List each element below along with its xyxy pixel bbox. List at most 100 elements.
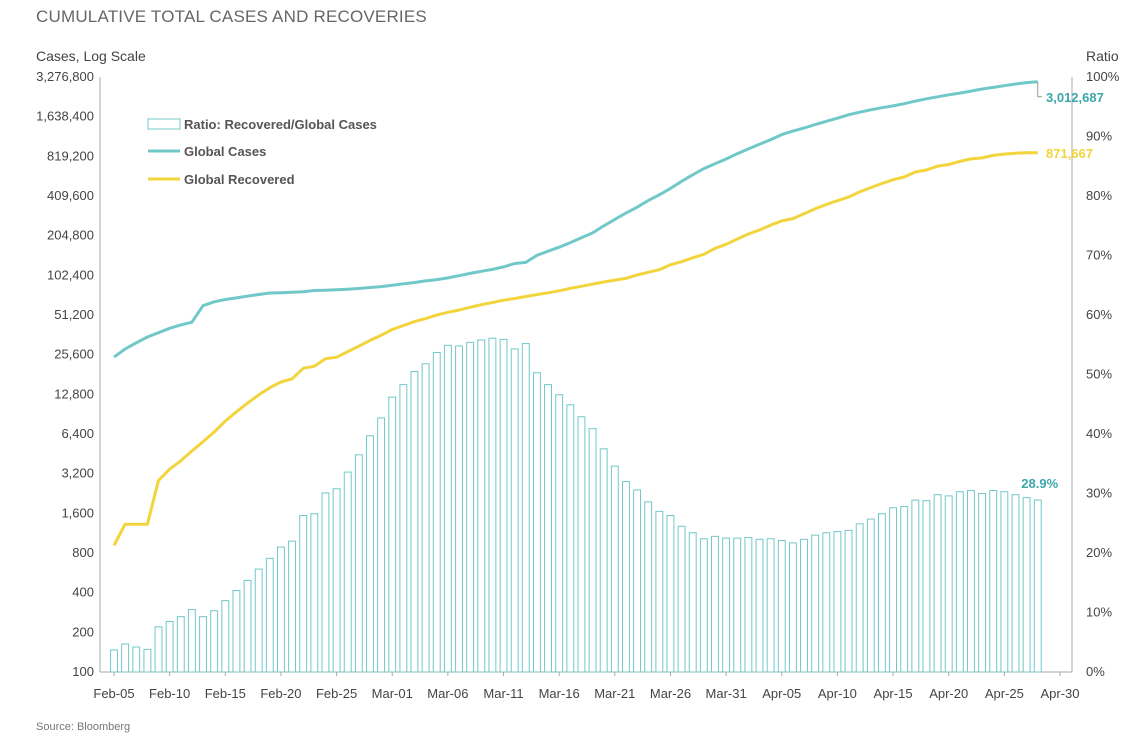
ratio-bar xyxy=(677,525,686,673)
x-tick-label: Mar-16 xyxy=(539,686,580,701)
left-tick-label: 100 xyxy=(72,664,94,679)
ratio-bar xyxy=(521,343,530,673)
ratio-bar xyxy=(366,435,374,673)
ratio-bar xyxy=(265,557,274,673)
ratio-bars xyxy=(110,337,1042,673)
left-tick-label: 200 xyxy=(72,624,94,639)
right-tick-label: 90% xyxy=(1086,129,1112,144)
ratio-bar xyxy=(1033,499,1042,673)
right-tick-label: 50% xyxy=(1086,367,1112,382)
ratio-bar xyxy=(388,396,397,673)
left-tick-label: 400 xyxy=(72,585,94,600)
recovered-line xyxy=(112,151,1038,547)
ratio-bar xyxy=(288,540,297,673)
ratio-bar xyxy=(477,339,486,673)
ratio-bar xyxy=(421,363,430,673)
ratio-bar xyxy=(443,344,452,673)
x-tick-label: Feb-15 xyxy=(205,686,246,701)
ratio-bar xyxy=(722,537,731,673)
ratio-bar xyxy=(788,542,797,673)
ratio-bar xyxy=(777,540,786,673)
right-tick-label: 0% xyxy=(1086,664,1105,679)
right-tick-label: 80% xyxy=(1086,188,1112,203)
ratio-bar xyxy=(699,538,708,673)
ratio-bar xyxy=(989,490,998,673)
legend-label-recovered: Global Recovered xyxy=(184,172,295,187)
ratio-bar xyxy=(410,371,419,673)
x-tick-label: Feb-05 xyxy=(93,686,134,701)
ratio-bar xyxy=(143,648,152,673)
ratio-bar xyxy=(755,538,764,673)
ratio-bar xyxy=(889,507,898,673)
ratio-bar xyxy=(711,535,719,673)
right-tick-label: 100% xyxy=(1086,69,1120,84)
ratio-bar xyxy=(633,489,642,673)
legend-swatch-ratio xyxy=(147,118,181,130)
ratio-bar xyxy=(455,345,463,673)
ratio-bar xyxy=(121,643,130,673)
ratio-bar xyxy=(154,626,163,673)
left-tick-label: 3,200 xyxy=(61,466,94,481)
ratio-bar xyxy=(1000,491,1009,673)
ratio-bar xyxy=(176,616,185,673)
ratio-bar xyxy=(844,529,853,673)
ratio-bar xyxy=(466,341,475,673)
ratio-bar xyxy=(1022,497,1031,673)
left-tick-label: 819,200 xyxy=(47,148,94,163)
ratio-bar xyxy=(343,471,352,673)
series-lines xyxy=(112,80,1038,547)
ratio-bar xyxy=(254,568,263,673)
ratio-bar xyxy=(132,646,141,673)
ratio-bar xyxy=(610,465,619,673)
ratio-bar xyxy=(944,495,953,673)
ratio-bar xyxy=(165,620,174,673)
ratio-bar xyxy=(232,589,241,673)
ratio-bar xyxy=(1011,494,1020,673)
x-tick-label: Apr-25 xyxy=(985,686,1024,701)
x-tick-label: Mar-11 xyxy=(483,686,523,701)
ratio-bar xyxy=(599,448,608,673)
right-tick-label: 70% xyxy=(1086,248,1112,263)
left-tick-label: 6,400 xyxy=(61,426,94,441)
x-tick-label: Mar-21 xyxy=(594,686,635,701)
legend-label-ratio: Ratio: Recovered/Global Cases xyxy=(184,117,377,132)
ratio-bar xyxy=(822,532,831,673)
ratio-bar xyxy=(566,404,575,673)
x-tick-label: Mar-06 xyxy=(427,686,468,701)
ratio-bar xyxy=(544,384,552,673)
ratio-bar xyxy=(199,616,207,673)
x-tick-label: Apr-20 xyxy=(929,686,968,701)
x-tick-label: Feb-20 xyxy=(260,686,301,701)
ratio-bar xyxy=(855,523,864,673)
ratio-bar xyxy=(622,481,630,673)
ratio-bar xyxy=(332,488,341,673)
right-tick-label: 20% xyxy=(1086,545,1112,560)
legend: Ratio: Recovered/Global Cases Global Cas… xyxy=(147,117,377,187)
left-tick-label: 204,800 xyxy=(47,228,94,243)
ratio-bar xyxy=(499,338,508,673)
cases-last-label: 3,012,687 xyxy=(1046,90,1104,105)
cases-line xyxy=(113,80,1038,359)
ratio-bar xyxy=(187,609,196,673)
left-axis-ticks: 100 200 400 800 1,600 3,200 6,400 12,800 25,600 5… xyxy=(36,69,94,679)
ratio-bar xyxy=(110,649,118,673)
ratio-bar xyxy=(532,372,541,673)
x-tick-label: Apr-10 xyxy=(818,686,857,701)
left-tick-label: 1,638,400 xyxy=(36,109,94,124)
left-tick-label: 12,800 xyxy=(54,386,94,401)
source-note: Source: Bloomberg xyxy=(36,721,131,733)
right-tick-label: 30% xyxy=(1086,486,1112,501)
ratio-bar xyxy=(978,493,987,673)
left-tick-label: 800 xyxy=(72,545,94,560)
x-tick-label: Feb-10 xyxy=(149,686,190,701)
ratio-bar xyxy=(955,491,964,673)
cases-leader-line xyxy=(1037,81,1042,98)
left-axis-title: Cases, Log Scale xyxy=(36,48,146,64)
ratio-bar xyxy=(377,417,386,673)
ratio-bar xyxy=(733,537,742,673)
left-tick-label: 409,600 xyxy=(47,188,94,203)
ratio-bar xyxy=(588,428,597,673)
right-axis-ticks: 0% 10% 20% 30% 40% 50% 60% 70% 80% 90% 100% xyxy=(1086,69,1120,679)
ratio-bar xyxy=(210,610,219,673)
